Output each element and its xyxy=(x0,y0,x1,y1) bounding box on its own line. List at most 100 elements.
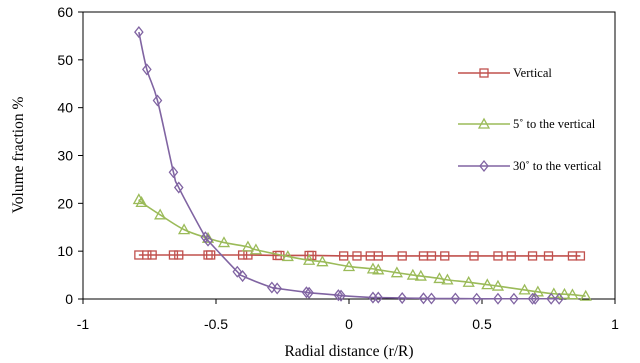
data-point-square xyxy=(168,250,179,260)
y-tick-label: 60 xyxy=(57,4,73,20)
data-point-diamond xyxy=(272,282,283,295)
x-tick-label: 0 xyxy=(345,316,353,332)
data-point-square xyxy=(527,251,538,261)
x-tick-label: 1 xyxy=(611,316,619,332)
data-point-triangle xyxy=(531,285,544,297)
data-point-square xyxy=(426,251,437,261)
data-point-triangle xyxy=(372,263,385,275)
data-point-diamond xyxy=(471,292,482,305)
data-point-diamond xyxy=(373,291,384,304)
legend-item: 30˚ to the vertical xyxy=(458,159,602,173)
legend-label: 30˚ to the vertical xyxy=(513,159,602,173)
data-point-triangle xyxy=(579,289,592,301)
data-point-triangle xyxy=(558,287,571,299)
y-tick-label: 30 xyxy=(57,148,73,164)
data-point-square xyxy=(575,251,586,261)
y-ticks: 0 10 20 30 40 50 60 xyxy=(57,4,83,307)
data-point-diamond xyxy=(546,292,556,305)
legend-marker-triangle xyxy=(477,117,491,129)
data-point-triangle xyxy=(462,275,475,287)
legend-marker-square xyxy=(479,68,489,78)
data-point-diamond xyxy=(173,181,184,194)
data-point-triangle xyxy=(433,272,446,284)
data-point-square xyxy=(174,250,184,260)
data-point-diamond xyxy=(237,269,248,283)
data-point-triangle xyxy=(441,273,454,285)
data-point-diamond xyxy=(134,26,144,39)
data-point-triangle xyxy=(491,279,505,291)
data-point-diamond xyxy=(152,94,163,107)
data-point-square xyxy=(339,251,349,261)
data-point-triangle xyxy=(302,253,316,265)
data-point-square xyxy=(440,251,450,261)
data-point-square xyxy=(397,251,407,261)
data-point-triangle xyxy=(217,236,231,248)
data-point-square xyxy=(373,251,383,261)
data-point-triangle xyxy=(249,243,263,255)
data-point-diamond xyxy=(418,292,429,305)
data-point-square xyxy=(206,250,216,260)
data-point-triangle xyxy=(390,266,403,278)
data-point-diamond xyxy=(450,292,461,305)
data-point-triangle xyxy=(135,196,148,208)
data-point-diamond xyxy=(304,286,314,299)
data-point-diamond xyxy=(301,286,312,299)
x-tick-label: -1 xyxy=(77,316,90,332)
data-point-diamond xyxy=(336,289,346,302)
x-ticks: -1 -0.5 0 0.5 1 xyxy=(77,299,619,332)
data-point-diamond xyxy=(397,292,408,305)
data-point-square xyxy=(506,251,516,261)
data-point-diamond xyxy=(527,292,538,305)
data-point-diamond xyxy=(426,292,437,305)
data-point-square xyxy=(543,251,554,261)
x-axis-title: Radial distance (r/R) xyxy=(284,343,413,360)
data-point-square xyxy=(493,251,503,261)
y-tick-label: 20 xyxy=(57,195,73,211)
data-point-diamond xyxy=(232,265,243,278)
y-tick-label: 50 xyxy=(57,52,73,68)
legend-marker-diamond xyxy=(479,159,489,173)
y-tick-label: 10 xyxy=(57,243,73,259)
legend-label: 5˚ to the vertical xyxy=(513,117,596,131)
legend-item: Vertical xyxy=(458,66,552,80)
data-point-diamond xyxy=(203,234,213,247)
data-point-triangle xyxy=(342,260,356,272)
data-point-square xyxy=(142,250,152,260)
data-point-square xyxy=(352,251,362,261)
data-point-diamond xyxy=(509,292,519,305)
x-tick-label: 0.5 xyxy=(472,316,492,332)
data-point-triangle xyxy=(281,250,294,262)
series-layer xyxy=(132,26,592,305)
data-point-diamond xyxy=(554,292,564,305)
y-tick-label: 0 xyxy=(65,291,73,307)
legend-item: 5˚ to the vertical xyxy=(458,117,596,131)
data-point-diamond xyxy=(142,63,152,76)
y-axis-title: Volume fraction % xyxy=(10,97,27,214)
y-tick-label: 40 xyxy=(57,100,73,116)
data-point-triangle xyxy=(132,193,145,205)
data-point-triangle xyxy=(518,283,531,295)
data-point-triangle xyxy=(481,278,494,290)
data-point-triangle xyxy=(241,240,255,252)
data-point-triangle xyxy=(154,208,167,220)
legend: Vertical 5˚ to the vertical 30˚ to the ver… xyxy=(458,66,602,173)
series-line xyxy=(138,254,581,257)
series-diamond xyxy=(134,26,564,305)
data-point-triangle xyxy=(406,268,419,280)
x-tick-label: -0.5 xyxy=(204,316,228,332)
legend-label: Vertical xyxy=(513,66,552,80)
data-point-diamond xyxy=(530,292,541,305)
data-point-square xyxy=(469,251,479,261)
data-point-diamond xyxy=(333,289,344,302)
series-line xyxy=(138,198,586,297)
data-point-triangle xyxy=(414,269,427,281)
series-line xyxy=(138,31,560,300)
series-triangle xyxy=(132,193,592,301)
data-point-diamond xyxy=(168,166,179,179)
data-point-triangle xyxy=(177,223,191,235)
data-point-square xyxy=(147,250,157,260)
data-point-triangle xyxy=(566,288,579,300)
data-point-triangle xyxy=(366,262,380,274)
data-point-triangle xyxy=(316,255,329,267)
